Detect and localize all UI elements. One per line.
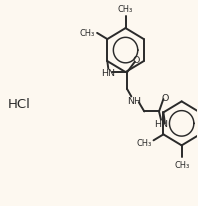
Text: CH₃: CH₃ bbox=[118, 5, 133, 14]
Text: O: O bbox=[133, 56, 140, 65]
Text: HN: HN bbox=[101, 69, 115, 77]
Text: CH₃: CH₃ bbox=[174, 160, 189, 169]
Text: CH₃: CH₃ bbox=[80, 28, 95, 37]
Text: NH: NH bbox=[128, 96, 141, 105]
Text: HN: HN bbox=[154, 119, 168, 128]
Text: HCl: HCl bbox=[8, 98, 31, 110]
Text: O: O bbox=[162, 94, 169, 102]
Text: CH₃: CH₃ bbox=[136, 138, 152, 147]
